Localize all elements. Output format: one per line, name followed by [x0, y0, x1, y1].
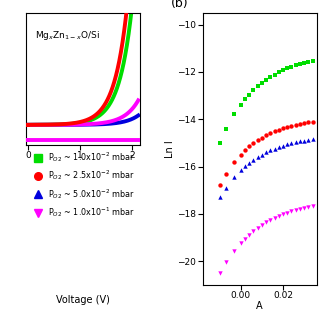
- Point: [268, 75, 273, 80]
- Point: [289, 141, 294, 146]
- Point: [289, 209, 294, 214]
- Point: [238, 168, 243, 173]
- Point: [259, 152, 264, 157]
- Point: [272, 215, 277, 220]
- Point: [293, 122, 298, 127]
- Point: [310, 119, 315, 124]
- Point: [251, 229, 256, 234]
- Point: [223, 260, 228, 265]
- Point: [280, 212, 285, 217]
- Point: [223, 185, 228, 190]
- Point: [247, 92, 252, 97]
- Point: [276, 70, 281, 75]
- Point: [289, 123, 294, 128]
- Text: Mg$_x$Zn$_{1-x}$O/Si: Mg$_x$Zn$_{1-x}$O/Si: [35, 29, 100, 42]
- Point: [284, 210, 290, 215]
- Point: [251, 157, 256, 163]
- Point: [247, 160, 252, 165]
- Point: [310, 59, 315, 64]
- Point: [238, 102, 243, 108]
- Point: [217, 270, 222, 276]
- Point: [306, 120, 311, 125]
- Point: [263, 132, 268, 138]
- Point: [232, 174, 237, 180]
- Point: [268, 218, 273, 223]
- Point: [238, 152, 243, 157]
- Point: [238, 241, 243, 246]
- Point: [251, 88, 256, 93]
- X-axis label: A: A: [256, 301, 263, 311]
- Point: [301, 121, 307, 126]
- Point: [272, 146, 277, 151]
- Point: [284, 66, 290, 71]
- Point: [263, 150, 268, 155]
- Point: [223, 127, 228, 132]
- Point: [251, 140, 256, 146]
- Y-axis label: Ln I: Ln I: [164, 140, 175, 158]
- Point: [272, 72, 277, 77]
- Point: [301, 60, 307, 66]
- Point: [217, 195, 222, 200]
- Point: [301, 205, 307, 210]
- Point: [247, 144, 252, 149]
- Point: [255, 84, 260, 89]
- Point: [297, 139, 302, 144]
- Text: Voltage (V): Voltage (V): [56, 295, 110, 305]
- Point: [297, 61, 302, 67]
- Text: (b): (b): [171, 0, 188, 10]
- Point: [223, 172, 228, 177]
- Point: [310, 137, 315, 142]
- Point: [259, 80, 264, 85]
- Point: [263, 77, 268, 82]
- Point: [289, 64, 294, 69]
- Point: [306, 204, 311, 209]
- Point: [293, 207, 298, 212]
- Point: [255, 155, 260, 160]
- Point: [276, 127, 281, 132]
- Point: [255, 138, 260, 143]
- Point: [232, 112, 237, 117]
- Point: [293, 140, 298, 145]
- Point: [232, 159, 237, 164]
- Point: [306, 137, 311, 142]
- Point: [268, 148, 273, 153]
- Point: [259, 135, 264, 140]
- Point: [306, 60, 311, 65]
- Point: [284, 142, 290, 147]
- Point: [310, 203, 315, 208]
- Point: [297, 121, 302, 126]
- Point: [280, 126, 285, 131]
- Point: [280, 68, 285, 73]
- Point: [284, 124, 290, 130]
- Point: [259, 223, 264, 228]
- Legend: P$_{O2}$ ~ 1.0x10$^{-2}$ mbar, P$_{O2}$ ~ 2.5x10$^{-2}$ mbar, P$_{O2}$ ~ 5.0x10$: P$_{O2}$ ~ 1.0x10$^{-2}$ mbar, P$_{O2}$ …: [30, 150, 135, 219]
- Point: [276, 145, 281, 150]
- Point: [242, 164, 247, 169]
- Point: [301, 138, 307, 143]
- Point: [232, 248, 237, 253]
- Point: [217, 140, 222, 146]
- Point: [272, 129, 277, 134]
- Point: [293, 63, 298, 68]
- Point: [217, 183, 222, 188]
- Point: [242, 148, 247, 153]
- Point: [255, 226, 260, 231]
- Point: [268, 131, 273, 136]
- Point: [297, 206, 302, 211]
- Point: [280, 143, 285, 148]
- Point: [276, 213, 281, 219]
- Point: [242, 236, 247, 241]
- Point: [263, 220, 268, 225]
- Point: [242, 97, 247, 102]
- Point: [247, 232, 252, 237]
